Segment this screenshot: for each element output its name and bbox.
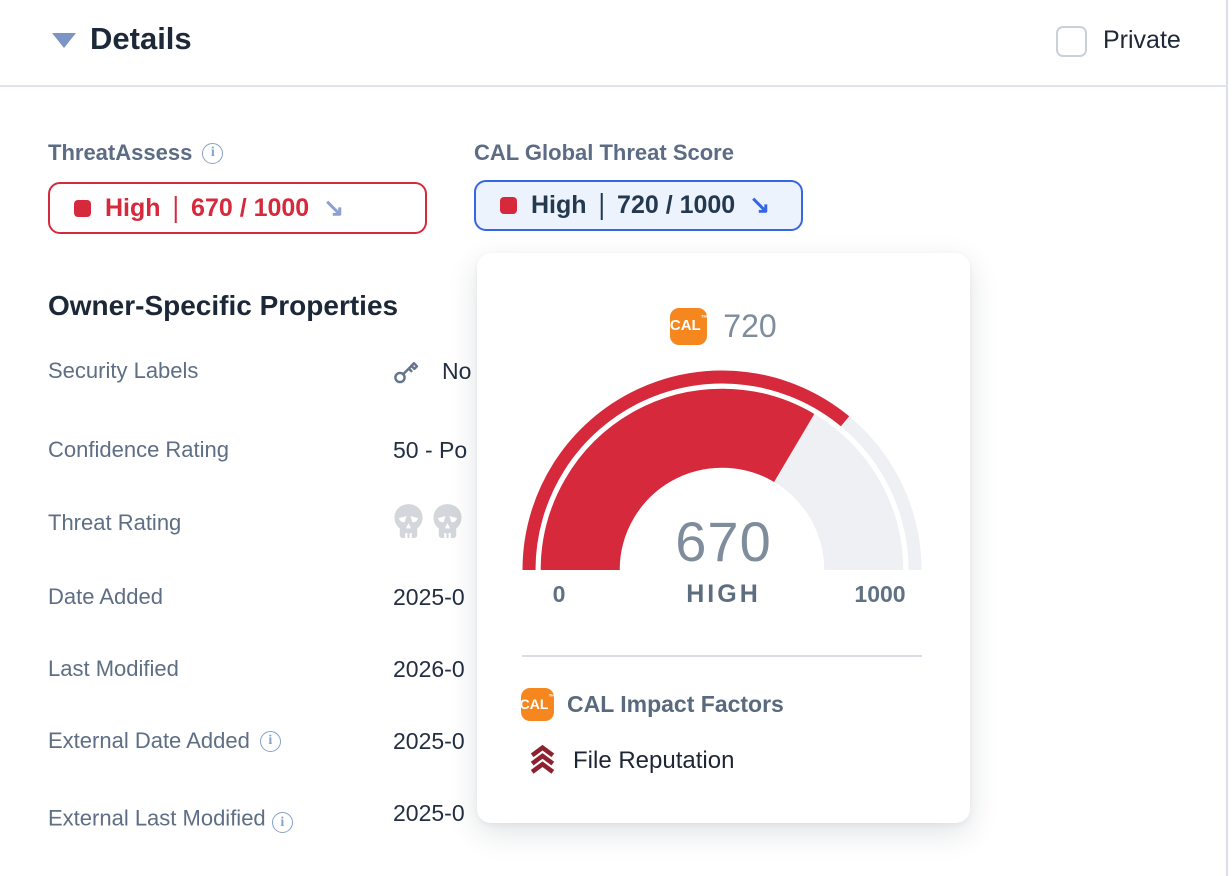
- gauge-arc: [540, 388, 815, 570]
- popup-cal-score-row: CAL ™ 720: [477, 308, 970, 345]
- impact-factors-heading: CAL Impact Factors: [567, 691, 784, 717]
- severity-square-icon: [74, 199, 91, 217]
- severity-square-icon: [500, 197, 517, 214]
- impact-factor-label: File Reputation: [573, 746, 735, 774]
- external-last-modified-value: 2025-0: [393, 800, 465, 826]
- date-added-value: 2025-0: [393, 584, 465, 610]
- impact-factor-item: File Reputation: [529, 745, 734, 776]
- property-label: Date Added: [48, 584, 163, 609]
- last-modified-value: 2026-0: [393, 656, 465, 682]
- trend-arrow-icon: [749, 193, 770, 218]
- badge-separator: |: [172, 191, 180, 224]
- collapse-chevron-icon[interactable]: [52, 33, 76, 48]
- private-checkbox[interactable]: [1056, 26, 1087, 57]
- property-label: Threat Rating: [48, 510, 182, 535]
- cal-logo-badge: CAL ™: [670, 308, 708, 345]
- cal-logo-badge: CAL ™: [520, 688, 555, 721]
- property-row-threat-rating: Threat Rating: [48, 503, 1148, 542]
- info-icon[interactable]: [202, 142, 224, 164]
- chevrons-up-icon: [530, 745, 555, 774]
- external-date-added-value: 2025-0: [393, 728, 465, 754]
- cal-score-popup: CAL ™ 720 670 HIGH 0 1000 CAL ™ CAL Impact…: [477, 253, 970, 823]
- gauge-band-label: HIGH: [686, 580, 761, 608]
- gauge-arc: [522, 370, 850, 570]
- property-label: Last Modified: [48, 656, 179, 681]
- confidence-value: 50 - Po: [393, 437, 468, 463]
- property-row-security-labels: Security Labels No: [48, 357, 1148, 385]
- property-row-last-modified: Last Modified 2026-0: [48, 655, 1148, 683]
- skull-icon: [433, 504, 462, 538]
- threatassess-score-badge[interactable]: High | 670 / 1000: [48, 182, 427, 234]
- property-label: External Last Modified: [48, 799, 393, 833]
- threat-rating-skulls: [393, 503, 463, 542]
- property-row-date-added: Date Added 2025-0: [48, 583, 1148, 611]
- page-title: Details: [90, 21, 192, 56]
- security-labels-value: No: [442, 358, 472, 384]
- property-value: No: [393, 357, 471, 385]
- gauge-max-label: 1000: [854, 581, 906, 607]
- threatassess-status: High: [105, 193, 161, 222]
- threatassess-score: 670 / 1000: [191, 193, 310, 222]
- cal-score-label: CAL Global Threat Score: [474, 140, 734, 165]
- property-row-external-date-added: External Date Added 2025-0: [48, 727, 1148, 755]
- threatassess-label-row: ThreatAssess: [48, 140, 224, 166]
- property-label: Confidence Rating: [48, 437, 230, 462]
- cal-status: High: [531, 191, 587, 219]
- info-icon[interactable]: [259, 730, 281, 752]
- private-checkbox-label: Private: [1103, 26, 1181, 54]
- panel-right-border: [1226, 0, 1228, 876]
- trend-arrow-icon: [323, 196, 344, 221]
- gauge-value: 670: [675, 510, 772, 573]
- gauge-min-label: 0: [552, 581, 566, 607]
- popup-divider: [522, 655, 922, 657]
- badge-separator: |: [598, 188, 606, 222]
- property-label: Security Labels: [48, 358, 199, 383]
- cal-score-badge[interactable]: High | 720 / 1000: [474, 180, 803, 231]
- popup-cal-score: 720: [723, 308, 777, 344]
- property-row-confidence: Confidence Rating 50 - Po: [48, 436, 1148, 464]
- key-icon: [394, 362, 419, 384]
- info-icon[interactable]: [271, 812, 293, 833]
- details-header: Details Private: [0, 0, 1226, 87]
- threatassess-label: ThreatAssess: [48, 140, 193, 165]
- owner-properties-heading: Owner-Specific Properties: [48, 290, 399, 321]
- skull-icon: [394, 504, 423, 538]
- property-label: External Date Added: [48, 727, 393, 755]
- impact-factors-header: CAL ™ CAL Impact Factors: [520, 688, 784, 721]
- cal-score: 720 / 1000: [617, 191, 736, 219]
- cal-score-label-row: CAL Global Threat Score: [474, 140, 734, 166]
- property-row-external-last-modified: External Last Modified 2025-0: [48, 799, 1148, 833]
- threat-gauge: [522, 370, 922, 570]
